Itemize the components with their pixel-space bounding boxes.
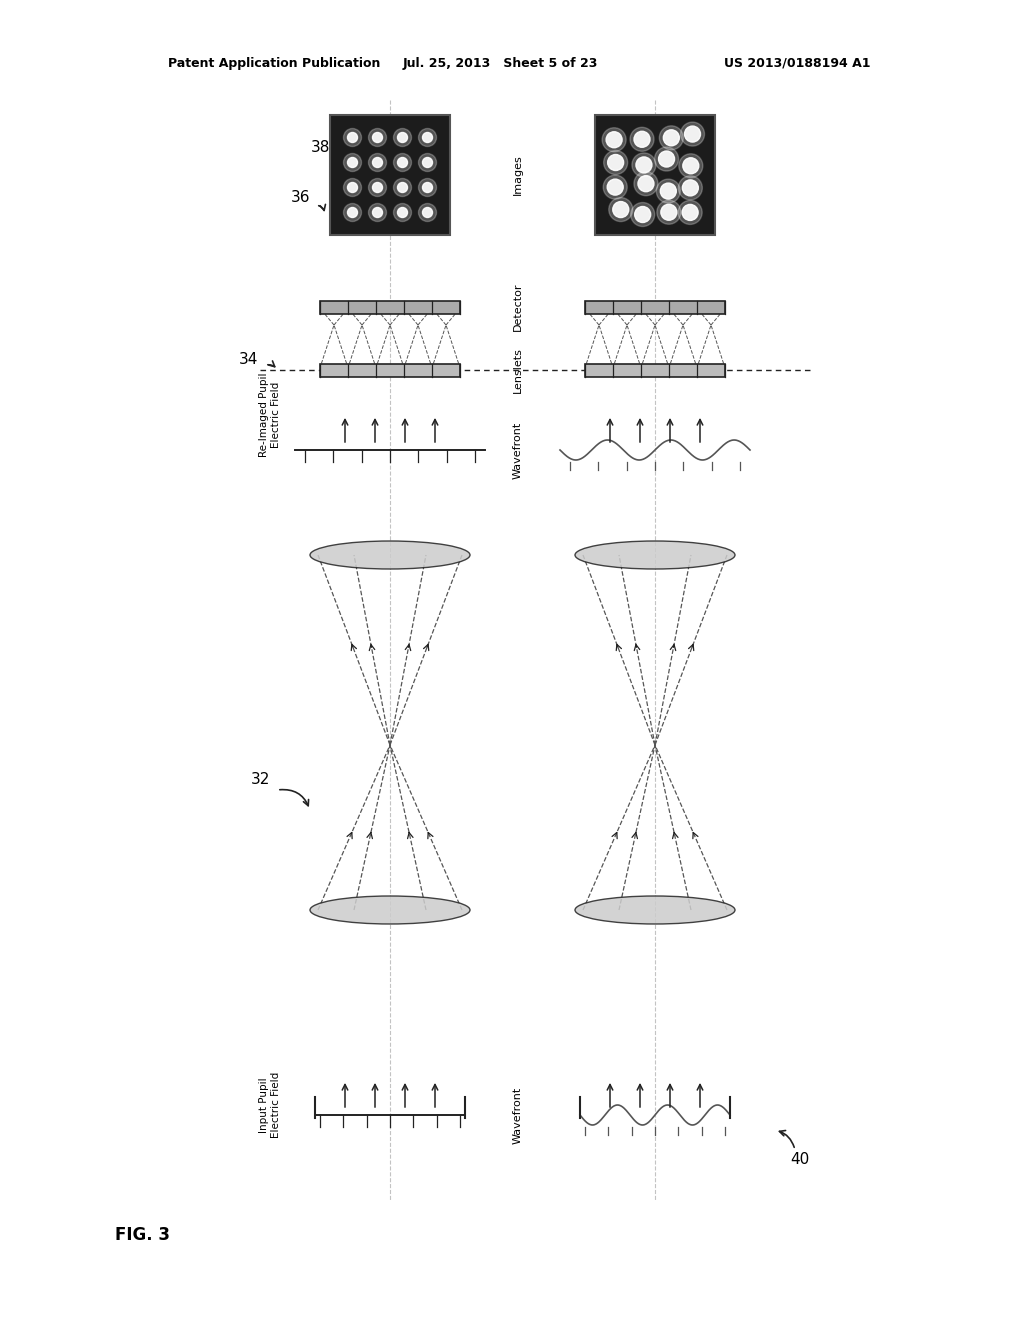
- Circle shape: [631, 202, 654, 227]
- Circle shape: [660, 183, 676, 199]
- Ellipse shape: [310, 896, 470, 924]
- Circle shape: [423, 157, 432, 168]
- Text: Re-Imaged Pupil
Electric Field: Re-Imaged Pupil Electric Field: [259, 372, 281, 457]
- Text: Jul. 25, 2013   Sheet 5 of 23: Jul. 25, 2013 Sheet 5 of 23: [402, 57, 598, 70]
- Circle shape: [654, 147, 679, 172]
- Circle shape: [632, 153, 656, 177]
- Circle shape: [681, 121, 705, 147]
- Circle shape: [369, 203, 386, 222]
- Circle shape: [369, 153, 386, 172]
- Circle shape: [678, 201, 702, 224]
- Ellipse shape: [310, 541, 470, 569]
- Circle shape: [347, 182, 357, 193]
- Circle shape: [423, 182, 432, 193]
- Circle shape: [636, 157, 652, 173]
- Circle shape: [343, 203, 361, 222]
- Circle shape: [393, 128, 412, 147]
- Ellipse shape: [575, 896, 735, 924]
- Circle shape: [343, 128, 361, 147]
- Circle shape: [603, 176, 628, 199]
- FancyBboxPatch shape: [585, 363, 725, 376]
- Circle shape: [397, 132, 408, 143]
- Circle shape: [419, 153, 436, 172]
- Text: Wavefront: Wavefront: [512, 1086, 522, 1143]
- FancyBboxPatch shape: [585, 301, 725, 314]
- Ellipse shape: [575, 541, 735, 569]
- Circle shape: [423, 207, 432, 218]
- Circle shape: [419, 128, 436, 147]
- Circle shape: [393, 203, 412, 222]
- FancyBboxPatch shape: [330, 115, 450, 235]
- Circle shape: [607, 180, 624, 195]
- Circle shape: [660, 205, 677, 220]
- Circle shape: [682, 205, 698, 220]
- Text: US 2013/0188194 A1: US 2013/0188194 A1: [724, 57, 870, 70]
- Circle shape: [609, 198, 633, 222]
- Circle shape: [607, 154, 624, 170]
- Circle shape: [343, 178, 361, 197]
- Circle shape: [373, 207, 383, 218]
- Circle shape: [659, 125, 683, 149]
- Circle shape: [347, 132, 357, 143]
- Circle shape: [397, 182, 408, 193]
- Circle shape: [373, 157, 383, 168]
- Circle shape: [635, 206, 650, 223]
- Circle shape: [638, 176, 654, 191]
- Circle shape: [606, 132, 623, 148]
- Text: Detector: Detector: [512, 282, 522, 331]
- FancyBboxPatch shape: [319, 363, 460, 376]
- Text: 40: 40: [791, 1152, 810, 1167]
- Circle shape: [393, 178, 412, 197]
- Circle shape: [347, 157, 357, 168]
- Circle shape: [369, 128, 386, 147]
- Circle shape: [656, 201, 681, 224]
- Text: 32: 32: [251, 772, 270, 788]
- Circle shape: [397, 157, 408, 168]
- Circle shape: [612, 202, 629, 218]
- FancyBboxPatch shape: [595, 115, 715, 235]
- Circle shape: [602, 128, 626, 152]
- Circle shape: [373, 132, 383, 143]
- Circle shape: [679, 153, 702, 178]
- Text: 34: 34: [239, 352, 258, 367]
- Text: Patent Application Publication: Patent Application Publication: [168, 57, 380, 70]
- Circle shape: [423, 132, 432, 143]
- Text: FIG. 3: FIG. 3: [115, 1226, 170, 1243]
- Circle shape: [630, 127, 654, 152]
- Circle shape: [683, 158, 698, 174]
- Circle shape: [634, 131, 650, 148]
- Text: Lenslets: Lenslets: [512, 347, 522, 393]
- Circle shape: [419, 178, 436, 197]
- Circle shape: [678, 176, 702, 199]
- Circle shape: [658, 150, 675, 168]
- Text: Wavefront: Wavefront: [512, 421, 522, 479]
- Circle shape: [347, 207, 357, 218]
- Circle shape: [603, 150, 628, 174]
- Text: 36: 36: [291, 190, 310, 206]
- Text: Images: Images: [512, 154, 522, 195]
- Circle shape: [634, 172, 658, 195]
- Circle shape: [397, 207, 408, 218]
- Circle shape: [419, 203, 436, 222]
- Circle shape: [343, 153, 361, 172]
- Circle shape: [682, 180, 698, 195]
- Circle shape: [684, 127, 700, 143]
- Text: 38: 38: [310, 140, 330, 156]
- FancyBboxPatch shape: [319, 301, 460, 314]
- Circle shape: [393, 153, 412, 172]
- Circle shape: [373, 182, 383, 193]
- Circle shape: [369, 178, 386, 197]
- Text: Input Pupil
Electric Field: Input Pupil Electric Field: [259, 1072, 281, 1138]
- Circle shape: [656, 180, 680, 203]
- Circle shape: [664, 129, 679, 145]
